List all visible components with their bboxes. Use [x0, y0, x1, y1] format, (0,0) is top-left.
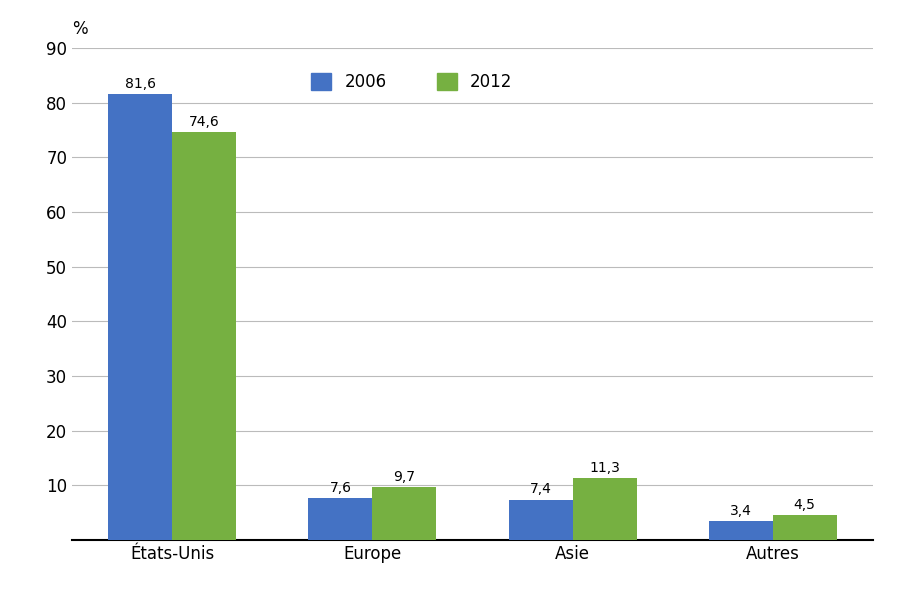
Text: 7,4: 7,4	[529, 482, 552, 496]
Bar	[772, 515, 837, 540]
Bar	[173, 132, 237, 540]
Text: 74,6: 74,6	[189, 115, 220, 129]
Bar	[572, 478, 636, 540]
Text: %: %	[72, 20, 87, 38]
Text: 81,6: 81,6	[125, 77, 156, 91]
Text: 4,5: 4,5	[794, 498, 815, 512]
Text: 7,6: 7,6	[329, 481, 352, 495]
Bar	[708, 521, 772, 540]
Bar	[108, 94, 173, 540]
Bar	[309, 499, 373, 540]
Bar	[508, 500, 572, 540]
Text: 11,3: 11,3	[590, 461, 620, 475]
Text: 9,7: 9,7	[393, 470, 416, 484]
Text: 3,4: 3,4	[730, 504, 752, 518]
Bar	[373, 487, 436, 540]
Legend: 2006, 2012: 2006, 2012	[304, 66, 519, 98]
